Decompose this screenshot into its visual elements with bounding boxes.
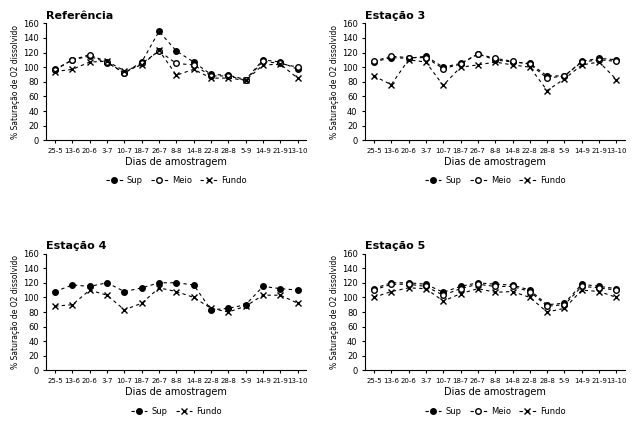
- Text: Estação 3: Estação 3: [366, 11, 426, 21]
- Y-axis label: % Saturação de O2 dissolvido: % Saturação de O2 dissolvido: [330, 25, 339, 139]
- Text: Estação 4: Estação 4: [47, 241, 107, 251]
- X-axis label: Dias de amostragem: Dias de amostragem: [444, 157, 546, 167]
- Legend: Sup, Meio, Fundo: Sup, Meio, Fundo: [422, 403, 569, 419]
- Y-axis label: % Saturação de O2 dissolvido: % Saturação de O2 dissolvido: [330, 255, 339, 369]
- Legend: Sup, Fundo: Sup, Fundo: [127, 403, 226, 419]
- Y-axis label: % Saturação de O2 dissolvido: % Saturação de O2 dissolvido: [11, 255, 20, 369]
- Y-axis label: % Saturação de O2 dissolvido: % Saturação de O2 dissolvido: [11, 25, 20, 139]
- Legend: Sup, Meio, Fundo: Sup, Meio, Fundo: [103, 173, 250, 189]
- X-axis label: Dias de amostragem: Dias de amostragem: [444, 387, 546, 397]
- Text: Estação 5: Estação 5: [366, 241, 426, 251]
- X-axis label: Dias de amostragem: Dias de amostragem: [125, 157, 227, 167]
- Text: Referência: Referência: [47, 11, 114, 21]
- X-axis label: Dias de amostragem: Dias de amostragem: [125, 387, 227, 397]
- Legend: Sup, Meio, Fundo: Sup, Meio, Fundo: [422, 173, 569, 189]
